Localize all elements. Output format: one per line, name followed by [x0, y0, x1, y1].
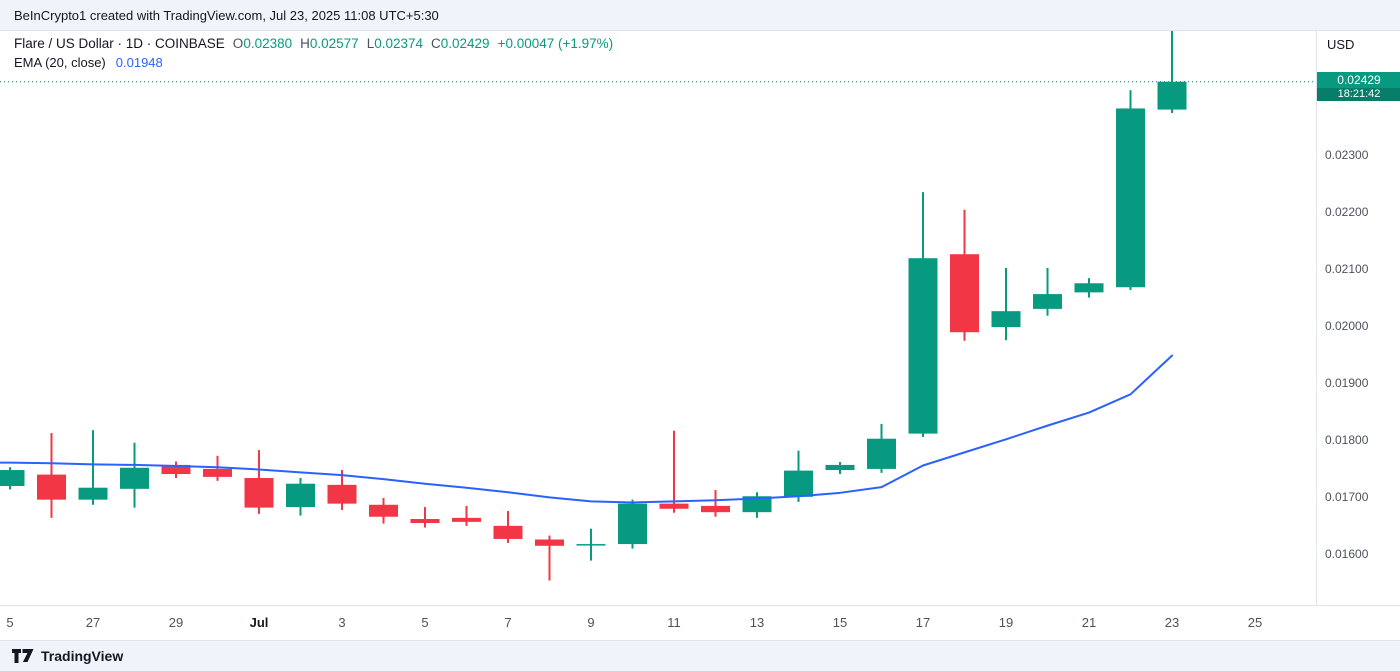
time-axis-label: 11 [667, 615, 681, 630]
candle [825, 462, 855, 475]
indicator-name[interactable]: EMA (20, close) [14, 55, 106, 70]
ohlc-high: H0.02577 [300, 36, 359, 51]
price-axis-label: 0.02300 [1325, 148, 1369, 163]
candle [369, 497, 398, 524]
symbol-title[interactable]: Flare / US Dollar · 1D · COINBASE [14, 36, 225, 51]
candle [950, 209, 979, 341]
candle [493, 511, 523, 543]
bar-countdown: 18:21:42 [1317, 87, 1400, 101]
time-axis-label: 17 [915, 615, 931, 630]
candle [37, 433, 66, 518]
candle [410, 507, 440, 528]
ema-line [0, 354, 1173, 504]
time-axis-label: 25 [1247, 615, 1263, 630]
time-axis[interactable]: 5 27 29 Jul 3 5 7 9 11 13 15 17 19 21 23 25 [0, 605, 1400, 640]
tradingview-logo-icon[interactable] [12, 648, 34, 664]
candle [1157, 31, 1187, 113]
attribution-bar: BeInCrypto1 created with TradingView.com… [0, 0, 1400, 31]
time-axis-label: 9 [587, 615, 595, 630]
footer-bar: TradingView [0, 640, 1400, 671]
ohlc-close: C0.02429 [431, 36, 490, 51]
indicator-row: EMA (20, close) 0.01948 [14, 55, 613, 70]
candle [452, 505, 481, 526]
candle [327, 470, 357, 510]
candle [742, 492, 772, 518]
time-axis-label: 15 [832, 615, 848, 630]
time-axis-label: 13 [749, 615, 765, 630]
candle [535, 535, 564, 581]
price-axis-label: 0.02100 [1325, 262, 1369, 277]
candle [286, 478, 315, 516]
ohlc-low: L0.02374 [366, 36, 424, 51]
attribution-text: BeInCrypto1 created with TradingView.com… [14, 7, 439, 23]
price-axis-label: 0.02000 [1325, 318, 1369, 333]
time-axis-label: 29 [168, 615, 184, 630]
currency-label: USD [1327, 37, 1355, 52]
price-axis-label: 0.01700 [1325, 489, 1369, 504]
candle [991, 267, 1021, 341]
price-axis[interactable]: USD 0.02429 18:21:42 0.02300 0.02200 0.021… [1316, 31, 1400, 605]
price-axis-label: 0.01600 [1325, 546, 1369, 561]
candle [1116, 90, 1145, 291]
chart-legend: Flare / US Dollar · 1D · COINBASE O0.023… [14, 36, 613, 70]
price-axis-label: 0.01800 [1325, 432, 1369, 447]
time-axis-label: 5 [6, 615, 14, 630]
candle [618, 499, 647, 549]
ohlc-open: O0.02380 [232, 36, 293, 51]
candle [203, 455, 232, 481]
time-axis-label: 23 [1164, 615, 1180, 630]
candle [0, 467, 25, 490]
time-axis-label: 19 [998, 615, 1014, 630]
chart-area[interactable]: Flare / US Dollar · 1D · COINBASE O0.023… [0, 31, 1400, 640]
candle [784, 450, 813, 502]
candle [120, 442, 149, 508]
last-price-badge: 0.02429 18:21:42 [1317, 71, 1400, 101]
time-axis-label: Jul [249, 615, 269, 630]
candle [1074, 278, 1104, 298]
candle [1033, 267, 1062, 316]
price-axis-label: 0.01900 [1325, 375, 1369, 390]
candle [701, 489, 730, 517]
time-axis-label: 5 [421, 615, 429, 630]
candle [576, 528, 606, 561]
time-axis-label: 27 [85, 615, 101, 630]
indicator-value: 0.01948 [115, 55, 163, 70]
price-axis-label: 0.02200 [1325, 205, 1369, 220]
candle [78, 430, 108, 505]
last-price-value: 0.02429 [1337, 72, 1381, 87]
candlestick-chart[interactable] [0, 31, 1316, 605]
price-change: +0.00047 (+1.97%) [497, 36, 614, 51]
candle [867, 423, 896, 473]
footer-brand[interactable]: TradingView [41, 648, 124, 664]
candle [244, 450, 274, 514]
candle [908, 192, 938, 438]
candle [659, 430, 689, 513]
time-axis-label: 21 [1081, 615, 1097, 630]
time-axis-label: 3 [338, 615, 346, 630]
candle [161, 461, 191, 479]
time-axis-label: 7 [504, 615, 512, 630]
symbol-row: Flare / US Dollar · 1D · COINBASE O0.023… [14, 36, 613, 51]
